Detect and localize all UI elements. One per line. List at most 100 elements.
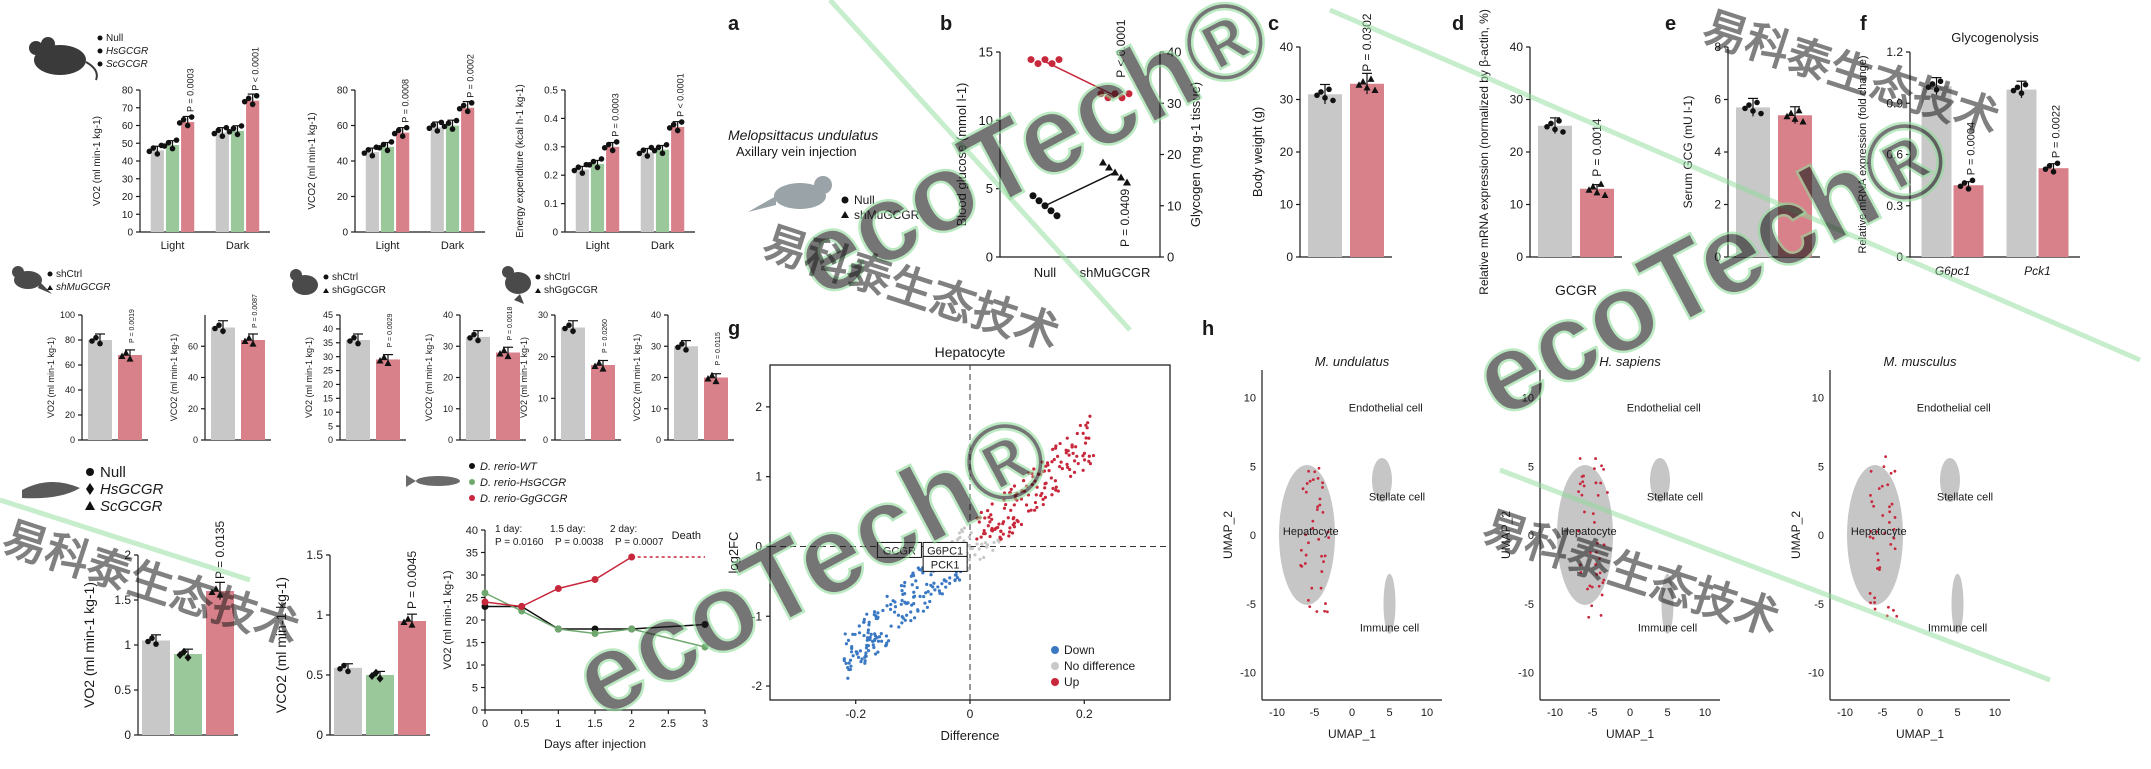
scatter-point bbox=[884, 634, 889, 638]
x-axis-label: Difference bbox=[940, 728, 999, 743]
y-tick-label: 80 bbox=[122, 86, 134, 97]
scatter-point bbox=[1064, 451, 1068, 455]
p-value-label: P = 0.0115 bbox=[715, 332, 722, 366]
umap-point bbox=[1315, 610, 1319, 613]
scatter-point bbox=[936, 585, 940, 589]
scatter-point bbox=[876, 611, 880, 615]
data-point bbox=[1560, 129, 1566, 135]
scatter-point bbox=[924, 591, 928, 595]
data-point bbox=[679, 341, 685, 347]
scatter-point bbox=[1050, 460, 1054, 464]
scatter-point bbox=[1081, 454, 1085, 458]
scatter-point bbox=[1045, 461, 1050, 465]
umap-point bbox=[1886, 483, 1890, 487]
scatter-point bbox=[1060, 466, 1064, 471]
legend-mouse-hs: HsGCGR bbox=[106, 46, 148, 57]
cluster-label: Hepatocyte bbox=[1561, 526, 1617, 538]
umap-point bbox=[1868, 592, 1872, 595]
scatter-point bbox=[911, 571, 915, 575]
data-point bbox=[154, 151, 161, 157]
scatter-point bbox=[1009, 508, 1013, 512]
umap-point bbox=[1873, 596, 1877, 600]
data-point bbox=[1957, 183, 1964, 190]
data-point bbox=[404, 615, 412, 622]
scatter-point bbox=[940, 582, 944, 586]
y-tick-label: 50 bbox=[122, 139, 134, 150]
y-tick-label: 20 bbox=[65, 410, 75, 420]
data-point bbox=[2014, 84, 2021, 91]
y-axis-label: Relative mRNA expression (normalized by … bbox=[1477, 9, 1491, 295]
umap-point bbox=[1600, 464, 1603, 468]
legend-bird: shCtrl shMuGCGR bbox=[47, 269, 110, 293]
data-point bbox=[208, 588, 216, 595]
p-value-label: P = 0.0002 bbox=[466, 54, 476, 98]
scatter-point bbox=[1008, 526, 1012, 530]
scatter-point bbox=[909, 619, 913, 623]
data-point bbox=[475, 337, 481, 344]
scatter-point bbox=[968, 558, 972, 562]
x-tick-label: Dark bbox=[226, 240, 250, 252]
legend-bird-ctrl: shCtrl bbox=[56, 269, 82, 280]
annotation: P = 0.0007 bbox=[615, 537, 664, 548]
x-tick-label: 10 bbox=[1699, 707, 1711, 719]
x-tick-label: 0 bbox=[482, 718, 488, 730]
scatter-point bbox=[1049, 476, 1053, 480]
series-point bbox=[591, 630, 599, 637]
chart-zebrafish: 0 5 10 15 20 25 30 35 40 0 0.5 1 1.5 2 2.5 3 Days after … bbox=[442, 524, 709, 751]
scatter-point bbox=[849, 664, 853, 668]
y-tick-label: -5 bbox=[1246, 599, 1256, 611]
data-point bbox=[2018, 90, 2025, 96]
data-point bbox=[380, 141, 387, 148]
umap-point bbox=[1582, 484, 1586, 488]
umap-point bbox=[1315, 508, 1319, 511]
scatter-point bbox=[1033, 500, 1038, 505]
umap-point bbox=[1892, 536, 1896, 540]
legend-zebrafish: D. rerio-WT D. rerio-HsGCGR D. rerio-GgG… bbox=[469, 461, 567, 505]
panel-letter-d: d bbox=[1452, 13, 1464, 35]
series-point bbox=[481, 598, 489, 606]
x-tick-label: Dark bbox=[651, 240, 675, 252]
scatter-point bbox=[900, 621, 904, 625]
bar bbox=[398, 621, 426, 735]
glucose-point bbox=[1041, 56, 1049, 64]
umap-point bbox=[1580, 493, 1584, 497]
data-point bbox=[399, 133, 406, 139]
scatter-point bbox=[848, 658, 853, 662]
y-tick-label: 6 bbox=[1714, 93, 1721, 107]
y-tick-label: 25 bbox=[323, 366, 333, 376]
y-axis-label: Relative mRNA expression (fold change) bbox=[1857, 55, 1869, 253]
umap-point bbox=[1889, 542, 1893, 546]
scatter-point bbox=[1087, 454, 1091, 458]
scatter-point bbox=[1012, 484, 1017, 488]
y-tick-label: 10 bbox=[122, 210, 134, 221]
cluster-label: Endothelial cell bbox=[1349, 402, 1423, 414]
data-point bbox=[599, 365, 607, 372]
scatter-point bbox=[1059, 460, 1063, 464]
scatter-point bbox=[1070, 443, 1074, 447]
data-point bbox=[1969, 177, 1976, 184]
y-tick-label: 20 bbox=[188, 404, 198, 414]
scatter-point bbox=[1075, 431, 1079, 436]
y-tick-label: 40 bbox=[122, 157, 134, 168]
scatter-point bbox=[909, 610, 913, 614]
data-point bbox=[1363, 83, 1371, 91]
cluster-label: Endothelial cell bbox=[1917, 402, 1991, 414]
scatter-point bbox=[1030, 482, 1034, 486]
scatter-point bbox=[948, 576, 952, 580]
scatter-point bbox=[862, 633, 866, 638]
y-tick-label: -2 bbox=[751, 679, 762, 693]
data-point bbox=[460, 102, 467, 109]
glucose-point bbox=[1027, 56, 1035, 64]
y-tick-label: 10 bbox=[323, 407, 333, 417]
data-point bbox=[337, 666, 343, 672]
scatter-point bbox=[1022, 479, 1026, 483]
scatter-point bbox=[1044, 464, 1048, 468]
chart-mouse-vo2: 0 10 20 30 40 50 60 70 80 VO2 (ml min-1 kg-1) Ligh… bbox=[92, 47, 270, 252]
data-point bbox=[456, 105, 463, 112]
data-point bbox=[430, 122, 437, 128]
umap-point bbox=[1327, 536, 1331, 540]
y-tick-label: 1 bbox=[755, 470, 762, 484]
scatter-point bbox=[886, 639, 891, 643]
umap-cluster bbox=[1951, 573, 1964, 634]
umap-point bbox=[1325, 610, 1329, 614]
